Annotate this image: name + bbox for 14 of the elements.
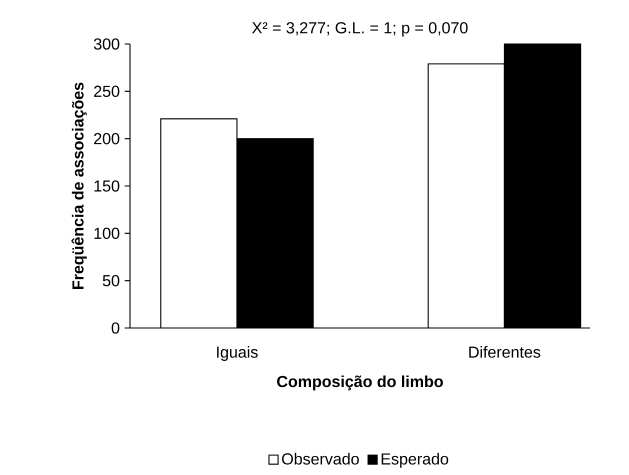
- legend-label: Esperado: [382, 452, 448, 468]
- chart-title: X² = 3,277; G.L. = 1; p = 0,070: [252, 22, 468, 37]
- legend-label: Observado: [282, 452, 359, 465]
- x-axis-title: Composição do limbo: [277, 375, 443, 390]
- y-tick-label: 250: [94, 86, 120, 97]
- x-tick-label: Diferentes: [469, 346, 540, 358]
- y-tick-label: 100: [94, 228, 120, 239]
- y-tick-label: 200: [94, 133, 120, 144]
- x-tick-label: Iguais: [217, 346, 258, 361]
- y-tick-label: 300: [94, 38, 120, 50]
- y-tick-label: 150: [94, 180, 120, 192]
- y-axis-title: Freqüência de associações: [72, 82, 87, 289]
- y-tick-label: 50: [102, 275, 120, 286]
- y-tick-label: 0: [112, 322, 120, 334]
